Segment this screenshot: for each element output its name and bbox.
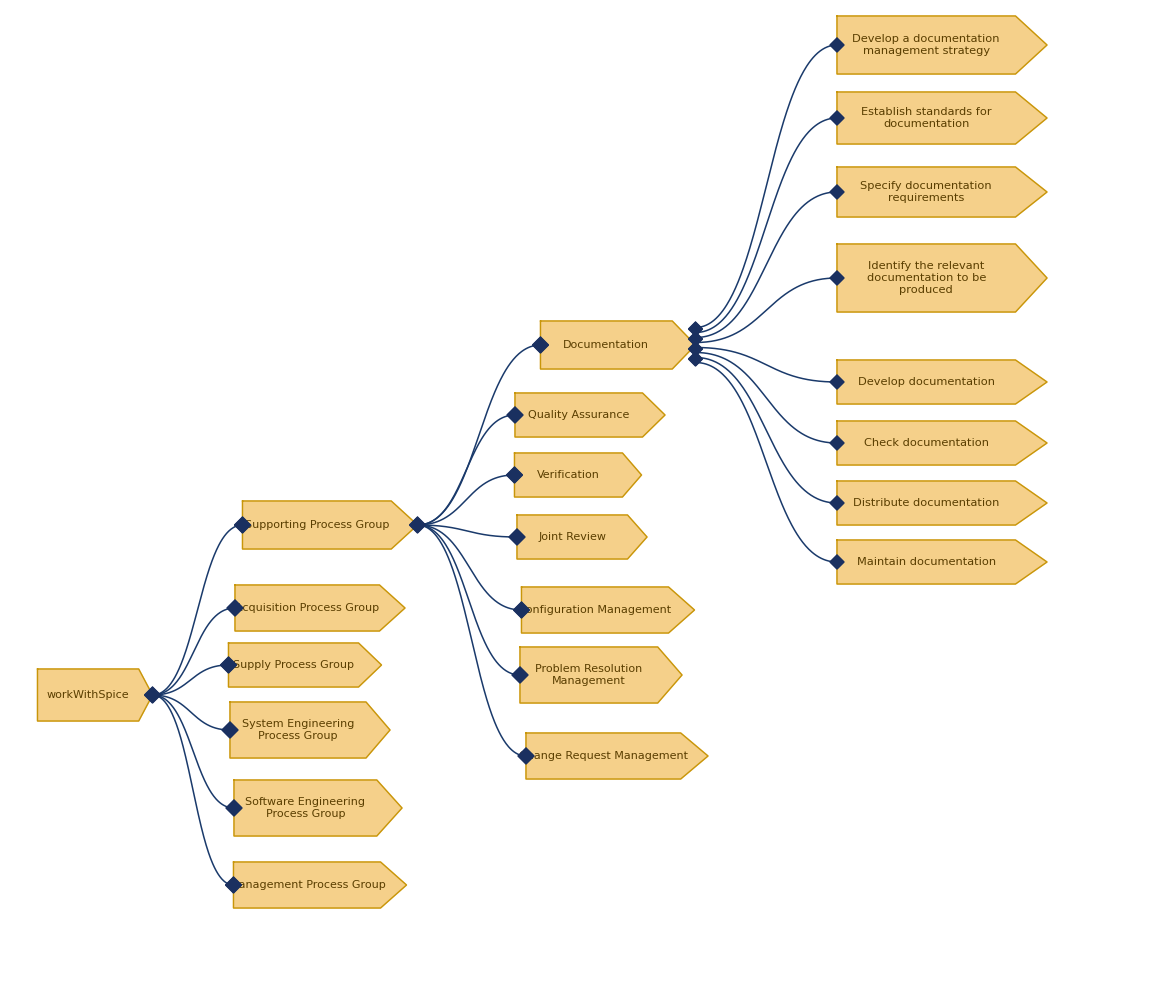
- Polygon shape: [830, 271, 844, 285]
- Text: Supporting Process Group: Supporting Process Group: [245, 520, 390, 530]
- Polygon shape: [532, 337, 549, 353]
- Text: Documentation: Documentation: [564, 340, 649, 350]
- Text: Software Engineering
Process Group: Software Engineering Process Group: [246, 797, 365, 819]
- Text: Distribute documentation: Distribute documentation: [853, 498, 999, 508]
- Text: Check documentation: Check documentation: [863, 438, 989, 448]
- Text: Develop documentation: Develop documentation: [858, 377, 994, 387]
- Polygon shape: [837, 540, 1047, 584]
- Text: Establish standards for
documentation: Establish standards for documentation: [861, 108, 991, 129]
- Polygon shape: [837, 481, 1047, 525]
- Polygon shape: [837, 244, 1047, 312]
- Text: Maintain documentation: Maintain documentation: [856, 557, 996, 567]
- Polygon shape: [688, 332, 702, 346]
- Polygon shape: [242, 501, 418, 549]
- Polygon shape: [514, 602, 530, 618]
- Polygon shape: [830, 111, 844, 125]
- Polygon shape: [512, 667, 528, 683]
- Polygon shape: [234, 862, 406, 908]
- Polygon shape: [522, 587, 695, 633]
- Text: Problem Resolution
Management: Problem Resolution Management: [535, 664, 642, 685]
- Polygon shape: [220, 657, 236, 673]
- Polygon shape: [837, 360, 1047, 404]
- Polygon shape: [509, 529, 525, 545]
- Text: Quality Assurance: Quality Assurance: [528, 410, 629, 420]
- Polygon shape: [688, 342, 702, 356]
- Polygon shape: [830, 496, 844, 510]
- Polygon shape: [830, 185, 844, 199]
- Polygon shape: [518, 748, 534, 764]
- Polygon shape: [37, 669, 152, 721]
- Polygon shape: [145, 687, 160, 704]
- Polygon shape: [837, 16, 1047, 74]
- Polygon shape: [226, 800, 242, 816]
- Polygon shape: [837, 92, 1047, 144]
- Polygon shape: [227, 600, 243, 616]
- Text: Specify documentation
requirements: Specify documentation requirements: [860, 181, 992, 203]
- Polygon shape: [519, 647, 682, 704]
- Polygon shape: [515, 453, 641, 497]
- Polygon shape: [235, 585, 405, 631]
- Polygon shape: [541, 321, 695, 369]
- Polygon shape: [830, 38, 844, 52]
- Polygon shape: [507, 467, 523, 483]
- Text: System Engineering
Process Group: System Engineering Process Group: [242, 720, 355, 741]
- Text: workWithSpice: workWithSpice: [47, 690, 130, 700]
- Polygon shape: [226, 877, 241, 893]
- Polygon shape: [517, 515, 647, 559]
- Text: Identify the relevant
documentation to be
produced: Identify the relevant documentation to b…: [867, 261, 986, 294]
- Polygon shape: [515, 393, 665, 437]
- Text: Configuration Management: Configuration Management: [518, 605, 672, 615]
- Text: Change Request Management: Change Request Management: [518, 751, 688, 761]
- Polygon shape: [230, 702, 390, 758]
- Polygon shape: [830, 436, 844, 450]
- Polygon shape: [234, 517, 250, 533]
- Text: Verification: Verification: [537, 470, 600, 480]
- Text: Management Process Group: Management Process Group: [228, 880, 385, 890]
- Polygon shape: [222, 722, 238, 738]
- Text: Joint Review: Joint Review: [538, 532, 606, 542]
- Polygon shape: [830, 555, 844, 569]
- Polygon shape: [234, 780, 402, 836]
- Polygon shape: [837, 421, 1047, 465]
- Text: Develop a documentation
management strategy: Develop a documentation management strat…: [853, 34, 1000, 56]
- Polygon shape: [526, 733, 708, 779]
- Polygon shape: [410, 517, 426, 533]
- Polygon shape: [830, 375, 844, 389]
- Polygon shape: [688, 352, 702, 366]
- Text: Acquisition Process Group: Acquisition Process Group: [235, 603, 379, 613]
- Text: Supply Process Group: Supply Process Group: [233, 660, 355, 670]
- Polygon shape: [688, 322, 702, 336]
- Polygon shape: [837, 167, 1047, 217]
- Polygon shape: [507, 407, 523, 423]
- Polygon shape: [228, 643, 381, 687]
